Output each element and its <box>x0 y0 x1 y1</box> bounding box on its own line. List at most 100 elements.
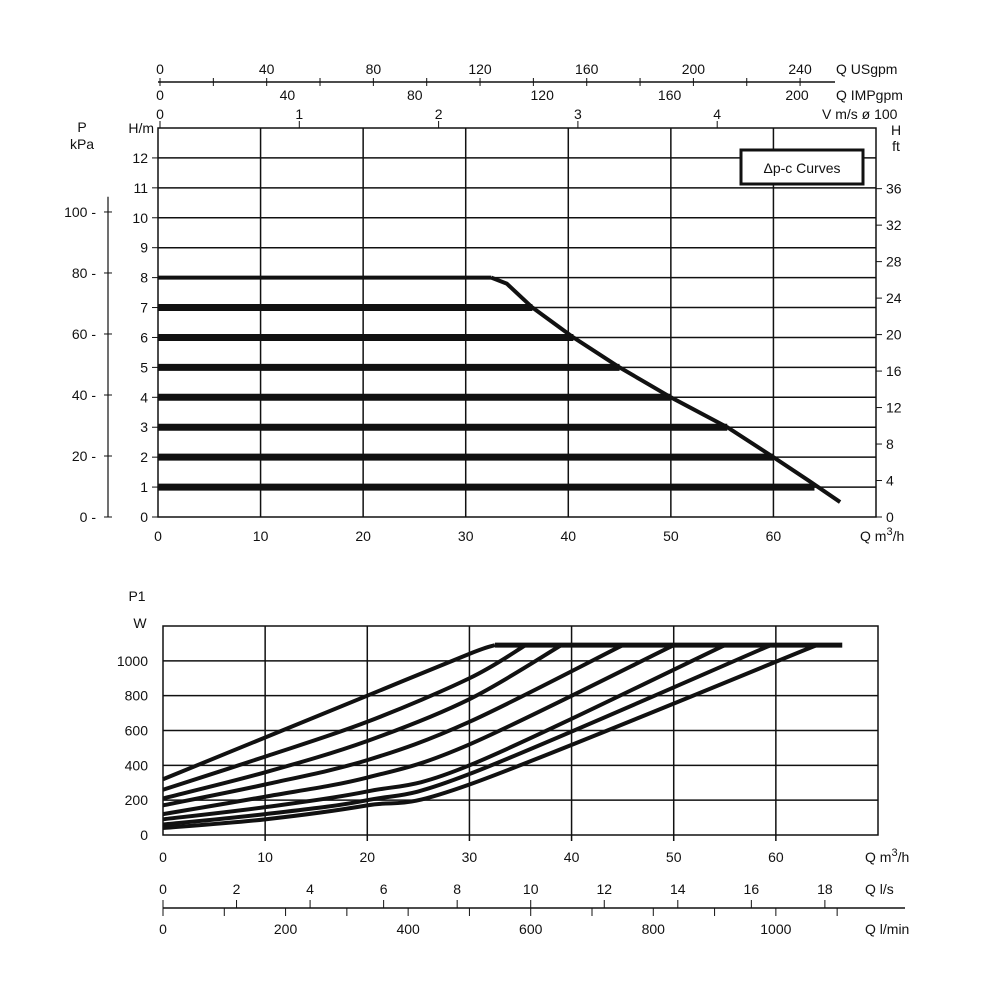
x-tick-label: 30 <box>458 528 474 544</box>
impgpm-tick-label: 80 <box>407 87 423 103</box>
impgpm-axis-label: Q IMPgpm <box>836 87 903 103</box>
ft-tick-label: 0 <box>886 509 894 525</box>
usgpm-tick-label: 40 <box>259 61 275 77</box>
top-plot-frame <box>157 127 877 518</box>
ls-tick-label: 8 <box>453 881 461 897</box>
usgpm-tick-label: 200 <box>682 61 706 77</box>
x-tick-label: 0 <box>159 849 167 865</box>
impgpm-tick-label: 40 <box>280 87 296 103</box>
kpa-tick-label: 0 - <box>80 509 97 525</box>
ft-tick-label: 12 <box>886 400 902 416</box>
kpa-tick-label: 100 - <box>64 204 96 220</box>
usgpm-tick-label: 160 <box>575 61 599 77</box>
ft-tick-label: 4 <box>886 473 894 489</box>
ft-tick-label: 36 <box>886 181 902 197</box>
velocity-tick-label: 4 <box>713 106 721 122</box>
y-tick-label: 4 <box>140 389 148 405</box>
y-tick-label: 6 <box>140 329 148 345</box>
ft-tick-label: 32 <box>886 217 902 233</box>
power-curve-1m <box>162 643 818 831</box>
usgpm-tick-label: 0 <box>156 61 164 77</box>
y-tick-label: 7 <box>140 300 148 316</box>
lmin-axis-label: Q l/min <box>865 921 909 937</box>
lmin-tick-label: 1000 <box>760 921 791 937</box>
y-tick-label: 1 <box>140 479 148 495</box>
ft-tick-label: 8 <box>886 436 894 452</box>
y-tick-label: 0 <box>140 509 148 525</box>
velocity-axis-label: V m/s ø 100 <box>822 106 898 122</box>
x-tick-label: 20 <box>359 849 375 865</box>
lmin-tick-label: 0 <box>159 921 167 937</box>
y-tick-label: 1000 <box>117 653 148 669</box>
x-axis-label: Q m3/h <box>860 526 904 544</box>
y-tick-label: 5 <box>140 359 148 375</box>
ls-tick-label: 0 <box>159 881 167 897</box>
x-tick-label: 30 <box>462 849 478 865</box>
usgpm-tick-label: 120 <box>468 61 492 77</box>
x-tick-label: 20 <box>355 528 371 544</box>
velocity-tick-label: 1 <box>295 106 303 122</box>
x-axis-label: Q m3/h <box>865 847 909 865</box>
ls-tick-label: 18 <box>817 881 833 897</box>
x-tick-label: 60 <box>768 849 784 865</box>
power-curve-2m <box>162 643 772 827</box>
ls-tick-label: 10 <box>523 881 539 897</box>
y-tick-label: 12 <box>132 150 148 166</box>
ls-tick-label: 6 <box>380 881 388 897</box>
max-curve <box>490 275 842 504</box>
y-tick-label: 9 <box>140 240 148 256</box>
kpa-tick-label: 80 - <box>72 265 96 281</box>
ft-tick-label: 16 <box>886 363 902 379</box>
x-tick-label: 40 <box>564 849 580 865</box>
usgpm-tick-label: 80 <box>366 61 382 77</box>
kpa-tick-label: 40 - <box>72 387 96 403</box>
ft-axis-label: H <box>891 122 901 138</box>
y-tick-label: 2 <box>140 449 148 465</box>
y-tick-label: 10 <box>132 210 148 226</box>
velocity-tick-label: 2 <box>435 106 443 122</box>
impgpm-tick-label: 200 <box>785 87 809 103</box>
x-tick-label: 50 <box>663 528 679 544</box>
y-tick-label: 0 <box>140 827 148 843</box>
kpa-tick-label: 20 - <box>72 448 96 464</box>
y-axis-label-h: H/m <box>128 120 154 136</box>
x-tick-label: 0 <box>154 528 162 544</box>
velocity-tick-label: 0 <box>156 106 164 122</box>
y-tick-label: 3 <box>140 419 148 435</box>
x-tick-label: 10 <box>257 849 273 865</box>
legend-box <box>739 148 865 186</box>
power-curve-4m <box>162 643 675 817</box>
lmin-tick-label: 400 <box>396 921 420 937</box>
ft-tick-label: 20 <box>886 327 902 343</box>
ft-axis-label: ft <box>892 138 900 154</box>
y-tick-label: 11 <box>133 180 148 196</box>
y-tick-label: 8 <box>140 270 148 286</box>
power-curve-3m <box>162 643 726 822</box>
ls-tick-label: 14 <box>670 881 686 897</box>
kpa-axis-label: kPa <box>70 136 94 152</box>
ls-axis-label: Q l/s <box>865 881 894 897</box>
chart-title: Δp-c Curves <box>763 160 840 176</box>
impgpm-tick-label: 160 <box>658 87 682 103</box>
ls-tick-label: 2 <box>233 881 241 897</box>
usgpm-tick-label: 240 <box>788 61 812 77</box>
power-curve-6m <box>162 643 563 801</box>
y-axis-label: P1 <box>128 588 145 604</box>
usgpm-axis-label: Q USgpm <box>836 61 897 77</box>
ls-tick-label: 12 <box>596 881 612 897</box>
impgpm-tick-label: 0 <box>156 87 164 103</box>
kpa-axis-label: P <box>77 119 86 135</box>
velocity-tick-label: 3 <box>574 106 582 122</box>
y-tick-label: 800 <box>125 688 149 704</box>
lmin-tick-label: 600 <box>519 921 543 937</box>
y-tick-label: 200 <box>125 792 149 808</box>
x-tick-label: 60 <box>766 528 782 544</box>
x-tick-label: 10 <box>253 528 269 544</box>
power-curve-8m <box>162 643 496 782</box>
lmin-tick-label: 800 <box>642 921 666 937</box>
power-curve-7m <box>162 643 527 792</box>
ls-tick-label: 16 <box>744 881 760 897</box>
power-curve-5m <box>162 643 624 808</box>
y-tick-label: 600 <box>125 723 149 739</box>
